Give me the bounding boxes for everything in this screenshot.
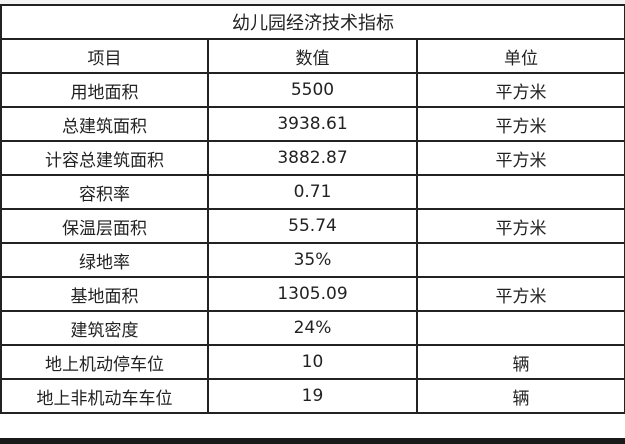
row-item: 建筑密度 bbox=[0, 310, 209, 346]
row-value: 55.74 bbox=[207, 208, 418, 244]
row-value: 0.71 bbox=[207, 174, 418, 210]
row-value: 1305.09 bbox=[207, 276, 418, 312]
row-value: 35% bbox=[207, 242, 418, 278]
indicators-table: 幼儿园经济技术指标 项目 数值 单位 用地面积 5500 平方米 总建筑面积 3938.… bbox=[0, 4, 625, 414]
table-row: 用地面积 5500 平方米 bbox=[0, 72, 625, 108]
row-item: 地上非机动车车位 bbox=[0, 378, 209, 414]
table-row: 保温层面积 55.74 平方米 bbox=[0, 208, 625, 244]
row-value: 19 bbox=[207, 378, 418, 414]
indicators-table-container: 幼儿园经济技术指标 项目 数值 单位 用地面积 5500 平方米 总建筑面积 3938.… bbox=[0, 4, 625, 414]
row-value: 5500 bbox=[207, 72, 418, 108]
row-unit bbox=[415, 242, 625, 278]
row-value: 3882.87 bbox=[207, 140, 418, 176]
table-row: 总建筑面积 3938.61 平方米 bbox=[0, 106, 625, 142]
row-unit: 平方米 bbox=[415, 208, 625, 244]
row-value: 3938.61 bbox=[207, 106, 418, 142]
row-item: 地上机动停车位 bbox=[0, 344, 209, 380]
row-unit: 平方米 bbox=[415, 72, 625, 108]
row-item: 计容总建筑面积 bbox=[0, 140, 209, 176]
header-unit: 单位 bbox=[415, 38, 625, 74]
table-row: 计容总建筑面积 3882.87 平方米 bbox=[0, 140, 625, 176]
table-row: 基地面积 1305.09 平方米 bbox=[0, 276, 625, 312]
row-item: 保温层面积 bbox=[0, 208, 209, 244]
row-unit: 平方米 bbox=[415, 140, 625, 176]
row-item: 绿地率 bbox=[0, 242, 209, 278]
bottom-edge bbox=[0, 438, 625, 444]
title-row: 幼儿园经济技术指标 bbox=[0, 4, 625, 40]
row-unit bbox=[415, 310, 625, 346]
row-item: 容积率 bbox=[0, 174, 209, 210]
top-edge bbox=[0, 0, 625, 4]
table-title: 幼儿园经济技术指标 bbox=[0, 4, 625, 40]
table-row: 建筑密度 24% bbox=[0, 310, 625, 346]
header-item: 项目 bbox=[0, 38, 209, 74]
row-unit: 辆 bbox=[415, 378, 625, 414]
header-value: 数值 bbox=[207, 38, 418, 74]
header-row: 项目 数值 单位 bbox=[0, 38, 625, 74]
table-row: 地上非机动车车位 19 辆 bbox=[0, 378, 625, 414]
row-item: 总建筑面积 bbox=[0, 106, 209, 142]
row-item: 基地面积 bbox=[0, 276, 209, 312]
row-unit bbox=[415, 174, 625, 210]
table-row: 地上机动停车位 10 辆 bbox=[0, 344, 625, 380]
row-item: 用地面积 bbox=[0, 72, 209, 108]
table-row: 容积率 0.71 bbox=[0, 174, 625, 210]
row-unit: 平方米 bbox=[415, 106, 625, 142]
row-unit: 辆 bbox=[415, 344, 625, 380]
row-value: 10 bbox=[207, 344, 418, 380]
row-value: 24% bbox=[207, 310, 418, 346]
row-unit: 平方米 bbox=[415, 276, 625, 312]
table-row: 绿地率 35% bbox=[0, 242, 625, 278]
